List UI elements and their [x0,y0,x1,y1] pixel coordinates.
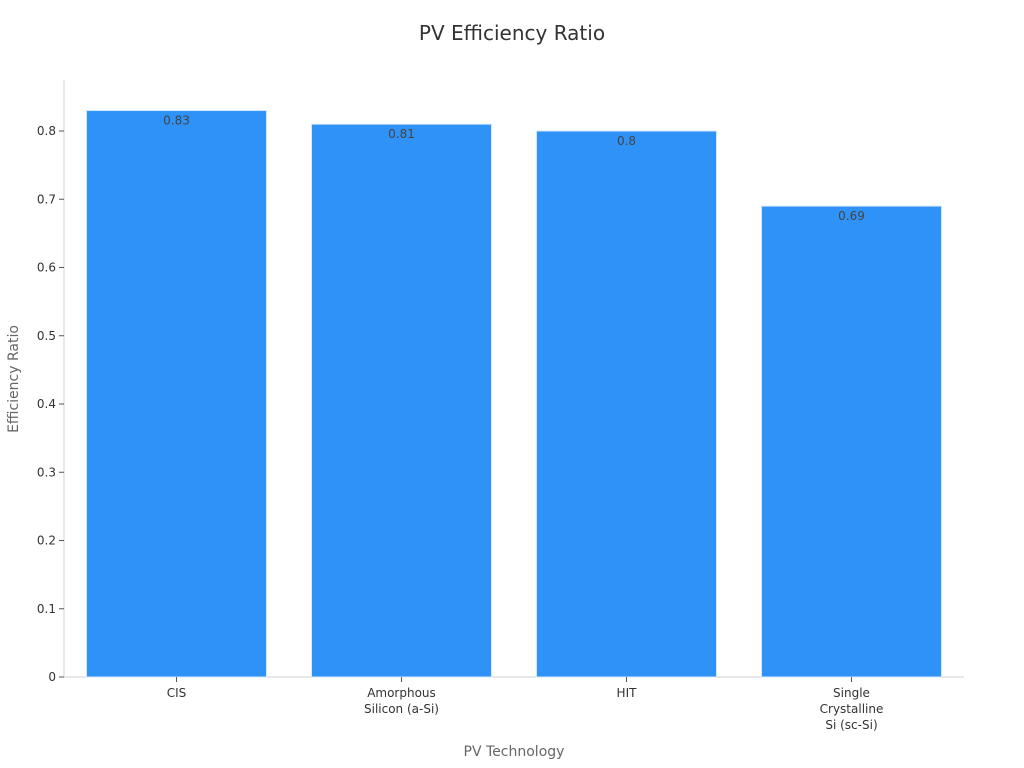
data-label: 0.83 [163,114,190,128]
bar [86,110,267,678]
x-tick-label: Single Crystalline Si (sc-Si) [820,686,884,732]
bar [761,205,942,678]
plot-area: 0 0.1 0.2 0.3 0.4 0.5 0.6 0.7 0.8 0.83 CIS 0.81 Amor… [37,80,964,732]
y-tick-label: 0.5 [37,329,56,343]
bar [311,123,492,678]
x-tick-label: Amorphous Silicon (a-Si) [364,686,439,716]
y-axis-title: Efficiency Ratio [6,325,22,433]
x-axis-title: PV Technology [464,744,565,760]
data-label: 0.69 [838,209,865,223]
y-tick-label: 0.8 [37,124,56,138]
bar [536,130,717,678]
data-label: 0.8 [617,134,636,148]
y-tick-label: 0 [48,670,56,684]
y-tick-label: 0.3 [37,465,56,479]
y-tick-label: 0.7 [37,192,56,206]
chart-title: PV Efficiency Ratio [419,21,605,45]
data-label: 0.81 [388,127,415,141]
y-tick-label: 0.1 [37,602,56,616]
y-tick-label: 0.2 [37,534,56,548]
x-tick-label: CIS [167,686,187,700]
y-tick-label: 0.6 [37,261,56,275]
y-tick-label: 0.4 [37,397,56,411]
x-tick-label: HIT [617,686,638,700]
